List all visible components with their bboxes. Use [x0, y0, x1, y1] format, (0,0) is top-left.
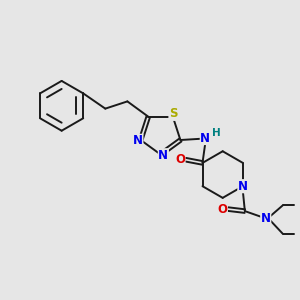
Text: N: N [200, 131, 210, 145]
Text: N: N [158, 149, 168, 162]
Text: N: N [238, 180, 248, 193]
Text: O: O [218, 202, 227, 216]
Text: N: N [133, 134, 143, 147]
Text: S: S [169, 107, 178, 120]
Text: O: O [175, 153, 185, 166]
Text: N: N [261, 212, 271, 225]
Text: H: H [212, 128, 221, 138]
